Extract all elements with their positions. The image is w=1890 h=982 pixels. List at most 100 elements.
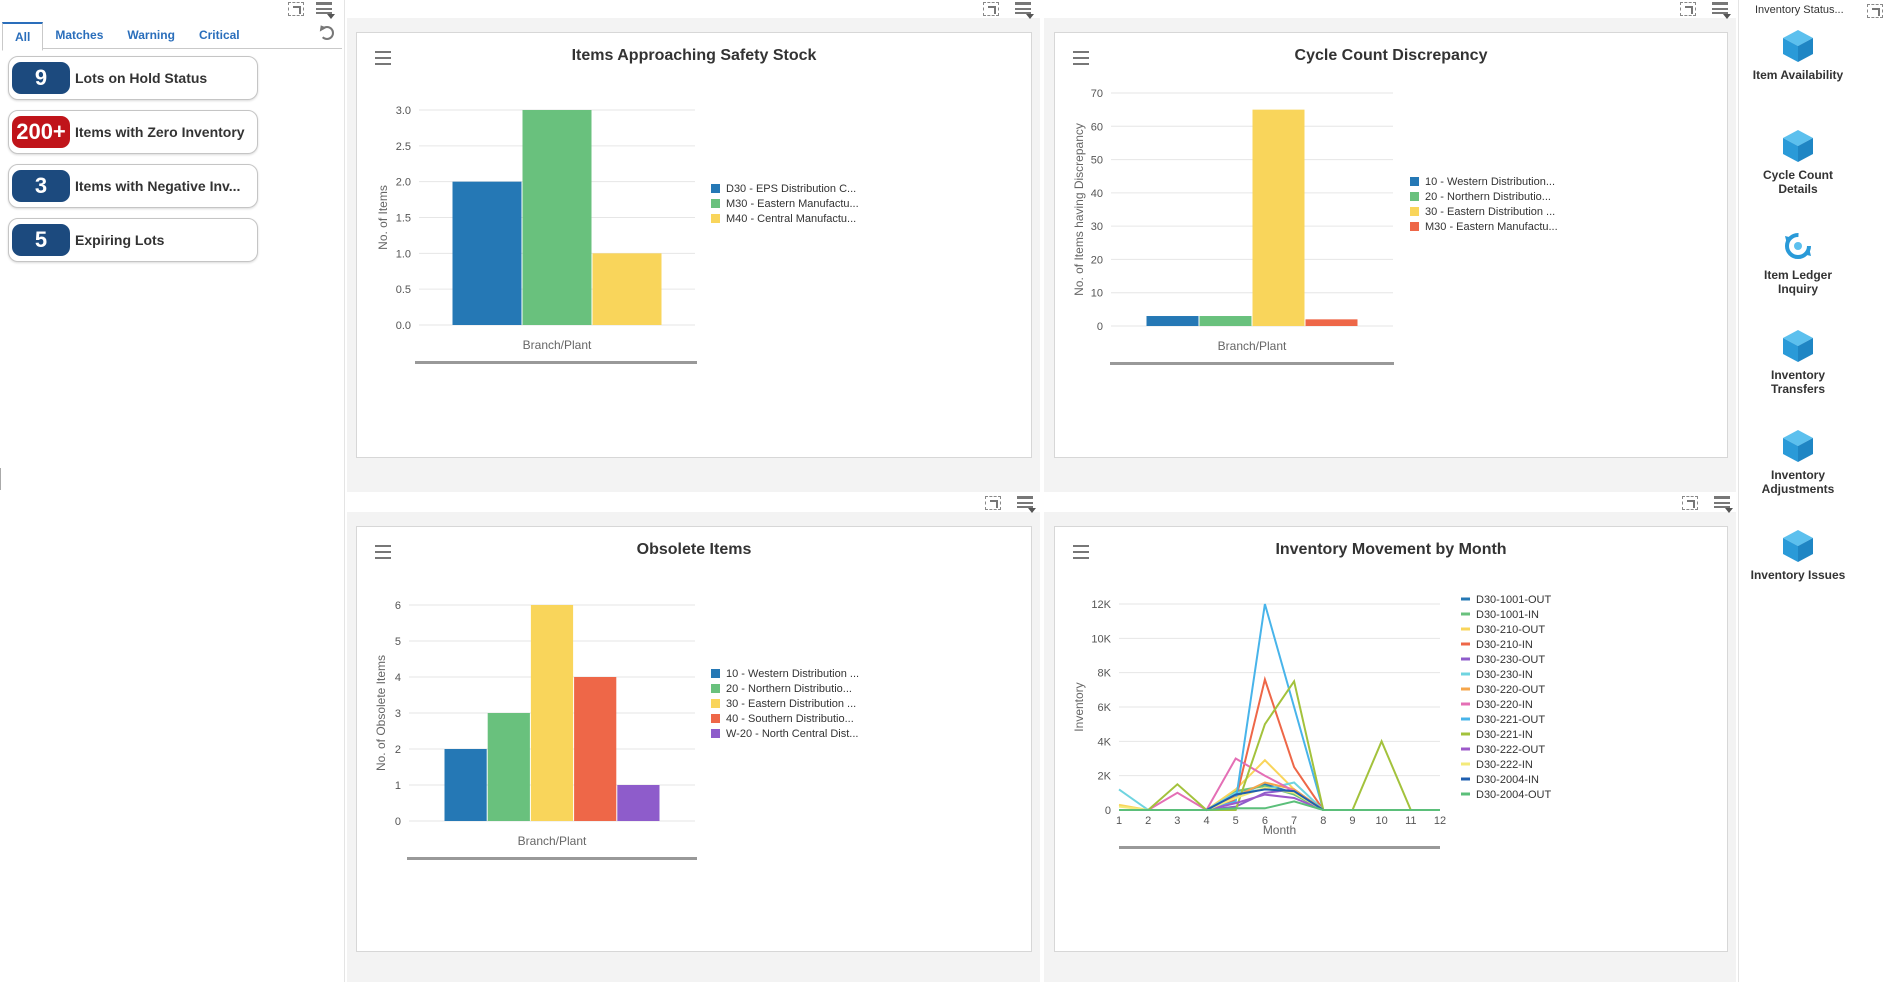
legend-label: D30-210-OUT: [1476, 624, 1545, 636]
obsolete-items-chart: 0 1 2 3 4 5 6 No. of Obsolete Items Branch/Plant…: [374, 600, 859, 860]
legend-label: 10 - Western Distribution ...: [726, 668, 859, 680]
springboard-item-adjustments[interactable]: Inventory Adjustments: [1739, 428, 1857, 496]
chart-card-movement: Inventory Movement by Month 0 2K 4K 6K 8K 10K…: [1054, 526, 1728, 952]
series-line: [1119, 678, 1440, 811]
legend-label: 20 - Northern Distributio...: [1425, 191, 1551, 203]
legend-label: D30-220-IN: [1476, 699, 1533, 711]
springboard-title: Inventory Status...: [1755, 4, 1844, 16]
chart-title: Inventory Movement by Month: [1275, 541, 1507, 558]
springboard-label: Item Ledger: [1763, 268, 1832, 282]
legend-swatch: [711, 714, 720, 723]
cube-icon: [1783, 330, 1813, 362]
watchlist-item-zero-inventory[interactable]: 200+ Items with Zero Inventory: [8, 110, 258, 154]
springboard-label: Inventory: [1770, 468, 1825, 482]
splitter-handle[interactable]: [0, 468, 1, 490]
legend-swatch: [711, 214, 720, 223]
maximize-icon[interactable]: [983, 2, 999, 16]
springboard-item-issues[interactable]: Inventory Issues: [1739, 528, 1857, 582]
chart-options-icon[interactable]: [1017, 496, 1036, 513]
tab-warning[interactable]: Warning: [127, 28, 175, 42]
tab-matches[interactable]: Matches: [55, 28, 104, 42]
chart-card-safety-stock: Items Approaching Safety Stock 0.0 0.5 1.0…: [356, 32, 1032, 458]
y-tick-label: 2.0: [396, 177, 411, 189]
springboard-label-line2: Adjustments: [1761, 482, 1835, 496]
legend-label: 30 - Eastern Distribution ...: [1425, 206, 1555, 218]
y-tick-label: 70: [1091, 88, 1103, 100]
watchlist-item-label: Expiring Lots: [75, 232, 165, 248]
safety-stock-chart: 0.0 0.5 1.0 1.5 2.0 2.5 3.0 No. of Items Branch/…: [376, 105, 859, 364]
x-tick-label: 10: [1376, 815, 1388, 827]
chart-card-cycle-count: Cycle Count Discrepancy 0 10 20 30 40 50 60 70 N…: [1054, 32, 1728, 458]
springboard-label: Item Availability: [1752, 68, 1844, 82]
x-tick-label: 8: [1320, 815, 1326, 827]
chart-menu-icon[interactable]: [375, 545, 391, 559]
legend-swatch: [1410, 177, 1419, 186]
legend-label: D30-220-OUT: [1476, 684, 1545, 696]
cube-icon: [1783, 530, 1813, 562]
maximize-icon[interactable]: [288, 2, 304, 16]
springboard-item-availability[interactable]: Item Availability: [1739, 28, 1857, 82]
chart-menu-icon[interactable]: [375, 51, 391, 65]
springboard-item-cycle-count[interactable]: Cycle Count Details: [1739, 128, 1857, 196]
watchlist-count-badge: 200+: [12, 116, 70, 148]
legend-label: D30-210-IN: [1476, 639, 1533, 651]
y-axis-label: No. of Items: [376, 185, 390, 250]
maximize-icon[interactable]: [1867, 4, 1883, 18]
bar: [530, 605, 574, 821]
y-axis-label: Inventory: [1072, 682, 1086, 731]
legend-swatch: [1410, 192, 1419, 201]
watchlist-count-badge: 3: [12, 170, 70, 202]
legend-label: M30 - Eastern Manufactu...: [1425, 221, 1558, 233]
tab-critical[interactable]: Critical: [198, 28, 240, 42]
x-tick-label: 11: [1405, 815, 1416, 827]
bar: [1305, 319, 1358, 326]
watchlist-item-negative-inventory[interactable]: 3 Items with Negative Inv...: [8, 164, 258, 208]
bar: [452, 181, 522, 325]
cycle-count-chart: 0 10 20 30 40 50 60 70 No. of Items having Discr…: [1072, 88, 1558, 365]
pane-menu-icon[interactable]: [316, 2, 335, 19]
bar: [444, 749, 487, 821]
chart-card-obsolete: Obsolete Items 0 1 2 3 4 5 6 No. of Obsolete It…: [356, 526, 1032, 952]
x-tick-label: 6: [1262, 815, 1268, 827]
chart-options-icon[interactable]: [1712, 2, 1731, 19]
watchlist-item-label: Items with Zero Inventory: [75, 124, 245, 140]
springboard-item-ledger[interactable]: Item Ledger Inquiry: [1739, 228, 1857, 296]
x-axis-label: Month: [1263, 823, 1296, 837]
maximize-icon[interactable]: [1682, 496, 1698, 510]
chart-options-icon[interactable]: [1015, 2, 1034, 19]
y-axis-label: No. of Items having Discrepancy: [1072, 123, 1086, 296]
y-tick-label: 60: [1091, 121, 1103, 133]
cube-icon: [1783, 430, 1813, 462]
cube-icon: [1783, 130, 1813, 162]
y-tick-label: 6K: [1098, 702, 1112, 714]
watchlist-item-label: Items with Negative Inv...: [75, 178, 241, 194]
legend-label: 20 - Northern Distributio...: [726, 683, 852, 695]
legend-label: 10 - Western Distribution...: [1425, 176, 1555, 188]
watchlist-item-lots-on-hold[interactable]: 9 Lots on Hold Status: [8, 56, 258, 100]
x-axis-label: Branch/Plant: [523, 338, 592, 352]
watchlist-count-badge: 5: [12, 224, 70, 256]
maximize-icon[interactable]: [985, 496, 1001, 510]
chart-scrollbar: [1110, 362, 1394, 365]
x-tick-label: 4: [1203, 815, 1209, 827]
bar: [487, 713, 530, 821]
y-tick-label: 0: [1105, 805, 1111, 817]
y-tick-label: 10: [1091, 288, 1103, 300]
y-tick-label: 0.0: [396, 320, 411, 332]
legend-label: 40 - Southern Distributio...: [726, 713, 854, 725]
y-tick-label: 5: [395, 636, 401, 648]
chart-menu-icon[interactable]: [1073, 51, 1089, 65]
chart-tools-movement: [1682, 496, 1733, 513]
watchlist-item-expiring-lots[interactable]: 5 Expiring Lots: [8, 218, 258, 262]
chart-options-icon[interactable]: [1714, 496, 1733, 513]
x-tick-label: 7: [1291, 815, 1297, 827]
tab-all[interactable]: All: [2, 22, 44, 51]
chart-menu-icon[interactable]: [1073, 545, 1089, 559]
refresh-icon[interactable]: [320, 26, 334, 40]
legend-swatch: [711, 669, 720, 678]
legend-label: D30-222-IN: [1476, 759, 1533, 771]
chart-scrollbar: [407, 857, 697, 860]
springboard-item-transfers[interactable]: Inventory Transfers: [1739, 328, 1857, 396]
x-tick-label: 2: [1145, 815, 1151, 827]
maximize-icon[interactable]: [1680, 2, 1696, 16]
